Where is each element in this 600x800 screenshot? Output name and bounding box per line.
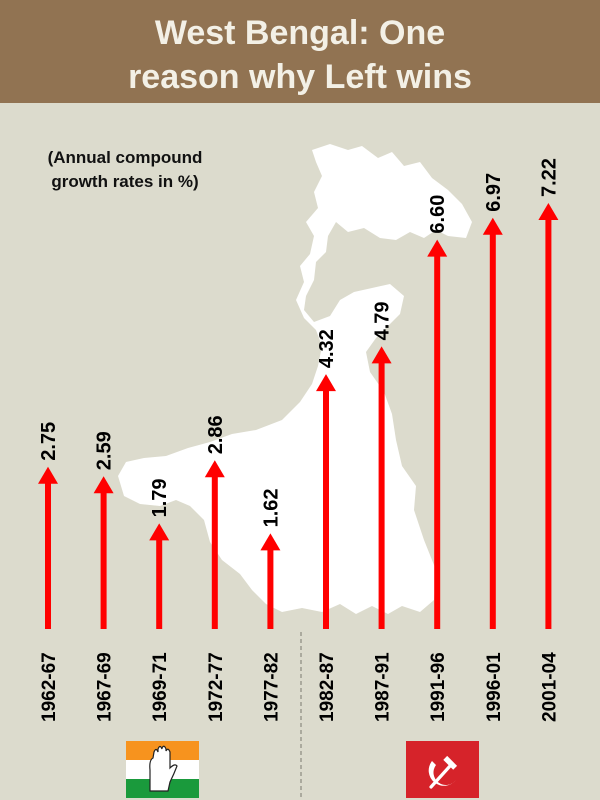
arrow-mark — [38, 466, 58, 629]
arrow-head — [204, 460, 225, 478]
x-tick-label: 1969-71 — [150, 652, 171, 722]
value-label: 1.62 — [260, 488, 282, 527]
units-note-line-2: growth rates in %) — [51, 172, 199, 191]
congress-flag — [126, 741, 199, 798]
arrow-mark — [260, 533, 281, 629]
x-tick-label: 1967-69 — [95, 652, 116, 722]
value-label: 2.59 — [94, 431, 116, 470]
arrow-shaft — [100, 491, 107, 629]
x-tick-label: 1977-82 — [261, 652, 282, 722]
x-tick-label: 1991-96 — [428, 652, 449, 722]
value-label: 7.22 — [538, 158, 560, 197]
arrow-shaft — [156, 538, 163, 629]
arrow-shaft — [45, 481, 51, 629]
arrow-mark — [204, 460, 225, 629]
arrow-shaft — [323, 389, 329, 629]
units-note-line-1: (Annual compound — [47, 148, 203, 167]
arrow-shaft — [378, 361, 385, 629]
value-label: 1.79 — [149, 478, 171, 517]
title-line-2: reason why Left wins — [128, 58, 472, 96]
title-banner: West Bengal: One reason why Left wins — [0, 0, 600, 103]
hammer-sickle-icon — [428, 755, 458, 789]
value-label: 2.75 — [38, 422, 60, 461]
x-tick-label: 1987-91 — [373, 652, 394, 722]
arrow-series — [38, 203, 559, 629]
arrow-head — [38, 466, 58, 484]
arrow-mark — [538, 203, 559, 629]
value-label: 4.32 — [316, 329, 338, 368]
value-label: 4.79 — [372, 301, 394, 340]
title-line-1: West Bengal: One — [154, 14, 446, 52]
arrow-mark — [371, 346, 392, 629]
arrow-mark — [427, 239, 448, 629]
value-label-group: 2.75 2.59 1.79 2.86 1.62 4.32 4.79 6.60 6.97 7.22 — [38, 158, 560, 527]
arrow-shaft — [267, 548, 274, 629]
arrow-shaft — [211, 475, 218, 629]
x-tick-label: 1982-87 — [317, 652, 338, 722]
congress-hand-icon — [149, 745, 178, 792]
x-tick-label: 1972-77 — [206, 652, 227, 722]
x-tick-label: 1962-67 — [39, 652, 60, 722]
units-note: (Annual compound growth rates in %) — [30, 146, 220, 194]
value-label: 6.60 — [427, 195, 449, 234]
arrow-head — [149, 523, 170, 541]
arrow-head — [482, 217, 503, 235]
arrow-head — [260, 533, 281, 551]
x-tick-label: 1996-01 — [484, 652, 505, 722]
x-tick-label-group: 1962-67 1967-69 1969-71 1972-77 1977-82 1982-… — [39, 652, 560, 722]
arrow-shaft — [434, 254, 441, 629]
value-label: 2.86 — [205, 415, 227, 454]
arrow-shaft — [489, 232, 496, 629]
arrow-mark — [93, 476, 114, 629]
arrow-head — [371, 346, 392, 364]
arrow-head — [538, 203, 559, 221]
west-bengal-map — [118, 144, 472, 614]
arrow-mark — [316, 374, 336, 629]
x-tick-label: 2001-04 — [539, 652, 560, 722]
arrow-mark — [482, 217, 503, 629]
value-label: 6.97 — [483, 173, 505, 212]
arrow-head — [427, 239, 448, 257]
cpim-flag — [406, 741, 479, 798]
arrow-head — [93, 476, 114, 494]
arrow-shaft — [545, 218, 552, 629]
arrow-mark — [149, 523, 170, 629]
arrow-head — [316, 374, 336, 392]
